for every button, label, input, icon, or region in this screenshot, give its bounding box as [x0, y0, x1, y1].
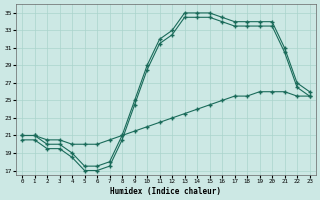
X-axis label: Humidex (Indice chaleur): Humidex (Indice chaleur) — [110, 187, 221, 196]
